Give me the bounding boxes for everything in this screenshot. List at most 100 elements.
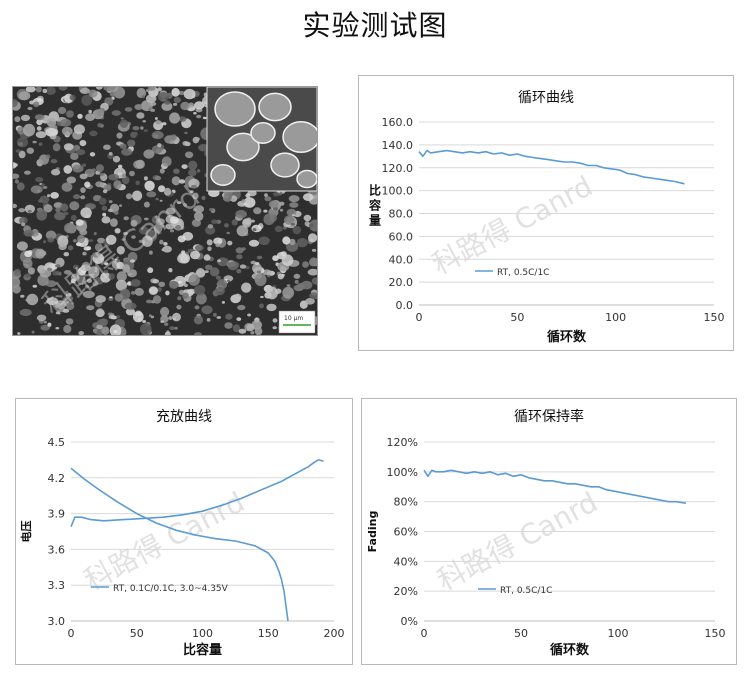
sem-grain [282, 236, 291, 245]
sem-grain [103, 87, 116, 92]
sem-grain [146, 299, 152, 304]
sem-grain [209, 267, 220, 277]
sem-grain [24, 250, 32, 258]
sem-grain [152, 279, 160, 284]
sem-grain [86, 305, 95, 311]
sem-grain [70, 214, 77, 221]
sem-grain [22, 258, 33, 269]
sem-grain [35, 131, 47, 139]
sem-grain [170, 216, 179, 224]
sem-grain [108, 273, 115, 280]
sem-grain [46, 297, 59, 305]
sem-grain [187, 288, 196, 295]
sem-grain [181, 250, 186, 254]
sem-grain [108, 173, 120, 181]
sem-grain [149, 250, 153, 255]
sem-grain [289, 238, 296, 246]
sem-grain [188, 274, 200, 286]
sem-grain [66, 303, 74, 308]
sem-grain [61, 182, 73, 192]
sem-grain [173, 97, 181, 103]
sem-grain [88, 109, 92, 114]
y-tick-label: 80.0 [389, 208, 414, 221]
sem-grain [111, 110, 121, 116]
y-tick-label: 120.0 [382, 162, 414, 175]
sem-grain [308, 233, 317, 243]
sem-grain [188, 102, 194, 108]
sem-grain [226, 231, 230, 235]
sem-grain [266, 286, 278, 300]
sem-grain [149, 101, 157, 106]
y-tick-label: 4.2 [48, 472, 66, 485]
sem-grain [36, 126, 42, 131]
sem-grain [196, 169, 201, 173]
sem-grain [128, 272, 132, 276]
sem-grain [309, 292, 317, 300]
sem-grain [121, 238, 126, 241]
sem-grain [169, 229, 175, 233]
sem-grain [250, 260, 256, 265]
sem-grain [204, 270, 209, 273]
chart-title: 循环曲线 [518, 90, 574, 106]
x-tick-label: 0 [68, 627, 75, 640]
sem-grain [234, 293, 242, 301]
sem-grain [148, 286, 158, 295]
sem-grain [123, 216, 129, 221]
sem-grain [173, 168, 180, 174]
x-tick-label: 150 [705, 627, 726, 640]
sem-grain [47, 267, 53, 272]
x-axis-label: 循环数 [547, 329, 587, 345]
sem-grain [217, 259, 222, 263]
sem-grain [27, 106, 33, 111]
sem-grain [40, 324, 50, 331]
sem-grain [194, 305, 200, 310]
cycle-curve-panel: 科路得 Canrd 循环曲线 0.0 20.0 40.0 60.0 80.0 100.0 120… [358, 75, 734, 351]
sem-grain [291, 214, 295, 217]
sem-grain [116, 245, 125, 255]
sem-grain [188, 160, 198, 171]
sem-grain [38, 199, 43, 203]
sem-grain [184, 131, 188, 135]
sem-grain [305, 298, 315, 305]
sem-grain [195, 137, 200, 141]
sem-grain [195, 244, 204, 252]
x-tick-label: 150 [704, 311, 725, 324]
y-tick-label: 0.0 [396, 299, 414, 312]
sem-grain [118, 164, 123, 169]
sem-grain [195, 269, 206, 278]
sem-grain [159, 199, 163, 202]
sem-grain [205, 225, 216, 235]
sem-grain [19, 308, 32, 317]
sem-grain [99, 172, 105, 176]
sem-grain [241, 282, 252, 293]
sem-grain [292, 225, 302, 235]
sem-inset-grain [270, 152, 300, 178]
sem-grain [82, 251, 87, 256]
sem-grain [119, 143, 127, 149]
sem-grain [60, 118, 72, 127]
sem-grain [171, 87, 180, 97]
sem-grain [142, 320, 147, 323]
sem-grain [150, 108, 156, 112]
sem-grain [114, 228, 121, 234]
sem-grain [43, 320, 47, 324]
sem-grain [42, 88, 48, 94]
sem-grain [24, 263, 28, 266]
sem-grain [121, 148, 133, 156]
sem-grain [272, 255, 279, 262]
sem-grain [263, 209, 268, 213]
sem-grain [283, 215, 295, 225]
sem-grain [183, 88, 196, 100]
sem-grain [241, 199, 246, 204]
sem-grain [168, 280, 179, 289]
sem-grain [216, 316, 222, 319]
sem-inset-grain [250, 122, 276, 144]
sem-grain [145, 94, 157, 103]
sem-grain [79, 140, 87, 147]
sem-grain [236, 317, 242, 321]
sem-grain [235, 247, 244, 254]
sem-grain [127, 139, 136, 147]
sem-grain [185, 251, 189, 255]
sem-grain [124, 302, 137, 310]
sem-grain [181, 292, 189, 299]
